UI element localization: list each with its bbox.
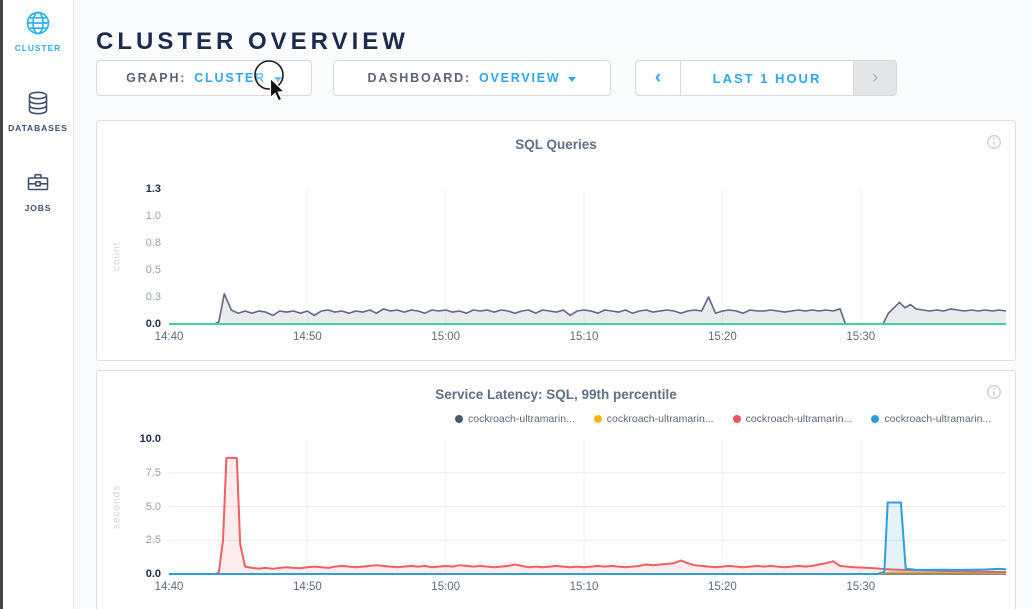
legend-label: cockroach-ultramarin...	[745, 413, 853, 425]
dashboard-dropdown[interactable]: DASHBOARD: OVERVIEW	[333, 60, 611, 96]
graph-dropdown-value: CLUSTER	[194, 71, 266, 85]
briefcase-icon	[27, 173, 49, 191]
y-tick-label: 0.5	[145, 264, 161, 276]
sidebar-item-label: JOBS	[24, 203, 52, 213]
y-tick-label: 5.0	[145, 500, 161, 513]
legend-item[interactable]: cockroach-ultramarin...	[871, 413, 991, 425]
sql-queries-chart-panel: SQL Queries count 0.0 0.3 0.5 0.8 1.0 1.3 14:4…	[96, 120, 1016, 361]
legend-dot-icon	[593, 415, 602, 423]
service-latency-chart-panel: Service Latency: SQL, 99th percentile co…	[96, 370, 1016, 609]
sidebar-item-label: DATABASES	[8, 123, 68, 133]
info-icon[interactable]	[986, 134, 1002, 155]
sidebar: CLUSTER DATABASES JOBS	[3, 0, 74, 609]
sql-queries-chart	[169, 189, 1007, 325]
y-tick-label: 7.5	[145, 466, 161, 479]
dashboard-dropdown-label: DASHBOARD:	[367, 71, 471, 85]
window-edge-strip	[0, 0, 3, 609]
time-range-prev-button[interactable]: ‹	[636, 61, 681, 95]
x-tick-label: 15:20	[707, 581, 737, 593]
y-tick-label: 2.5	[145, 534, 161, 547]
globe-icon	[26, 11, 50, 35]
x-tick-label: 15:20	[707, 331, 737, 343]
legend-dot-icon	[455, 415, 463, 423]
sidebar-item-databases[interactable]: DATABASES	[3, 88, 73, 133]
y-tick-label: 0.0	[145, 568, 161, 580]
legend-label: cockroach-ultramarin...	[884, 413, 992, 425]
y-tick-label: 0.3	[145, 291, 161, 303]
chart-legend: cockroach-ultramarin... cockroach-ultrama…	[455, 413, 991, 425]
legend-dot-icon	[732, 415, 741, 423]
sidebar-item-label: CLUSTER	[14, 43, 62, 53]
legend-item[interactable]: cockroach-ultramarin...	[732, 413, 853, 425]
time-range-next-button[interactable]: ›	[853, 61, 896, 95]
legend-dot-icon	[871, 415, 880, 423]
legend-item[interactable]: cockroach-ultramarin...	[593, 413, 714, 425]
chart-title: Service Latency: SQL, 99th percentile	[435, 387, 677, 402]
x-tick-label: 15:10	[569, 331, 599, 343]
chart-title: SQL Queries	[515, 137, 597, 152]
legend-label: cockroach-ultramarin...	[606, 413, 714, 425]
time-range-value[interactable]: LAST 1 HOUR	[712, 70, 822, 86]
x-tick-label: 14:50	[292, 581, 322, 593]
x-tick-label: 15:30	[846, 331, 876, 343]
chevron-down-icon	[568, 76, 577, 82]
sidebar-item-cluster[interactable]: CLUSTER	[3, 8, 73, 53]
x-tick-label: 15:30	[846, 581, 876, 593]
y-tick-label: 0.0	[145, 318, 161, 330]
x-tick-label: 15:10	[569, 581, 599, 593]
sidebar-item-jobs[interactable]: JOBS	[3, 168, 73, 213]
service-latency-chart	[169, 439, 1007, 575]
database-icon	[28, 91, 48, 115]
x-tick-label: 14:50	[292, 331, 322, 343]
page-title: CLUSTER OVERVIEW	[96, 28, 409, 56]
x-tick-label: 14:40	[154, 331, 184, 343]
graph-dropdown[interactable]: GRAPH: CLUSTER	[96, 60, 312, 96]
y-tick-label: 1.0	[145, 210, 161, 222]
info-icon[interactable]	[986, 384, 1002, 405]
legend-item[interactable]: cockroach-ultramarin...	[455, 413, 575, 425]
x-tick-label: 15:00	[431, 331, 461, 343]
chevron-down-icon	[273, 76, 282, 82]
x-tick-label: 15:00	[431, 581, 461, 593]
graph-dropdown-label: GRAPH:	[126, 71, 187, 85]
y-tick-label: 1.3	[145, 183, 161, 195]
time-range-selector: ‹ LAST 1 HOUR ›	[635, 60, 897, 96]
y-tick-label: 10.0	[139, 433, 161, 445]
legend-label: cockroach-ultramarin...	[468, 413, 575, 425]
x-tick-label: 14:40	[154, 581, 184, 593]
y-tick-label: 0.8	[145, 237, 161, 249]
dashboard-dropdown-value: OVERVIEW	[478, 71, 561, 85]
